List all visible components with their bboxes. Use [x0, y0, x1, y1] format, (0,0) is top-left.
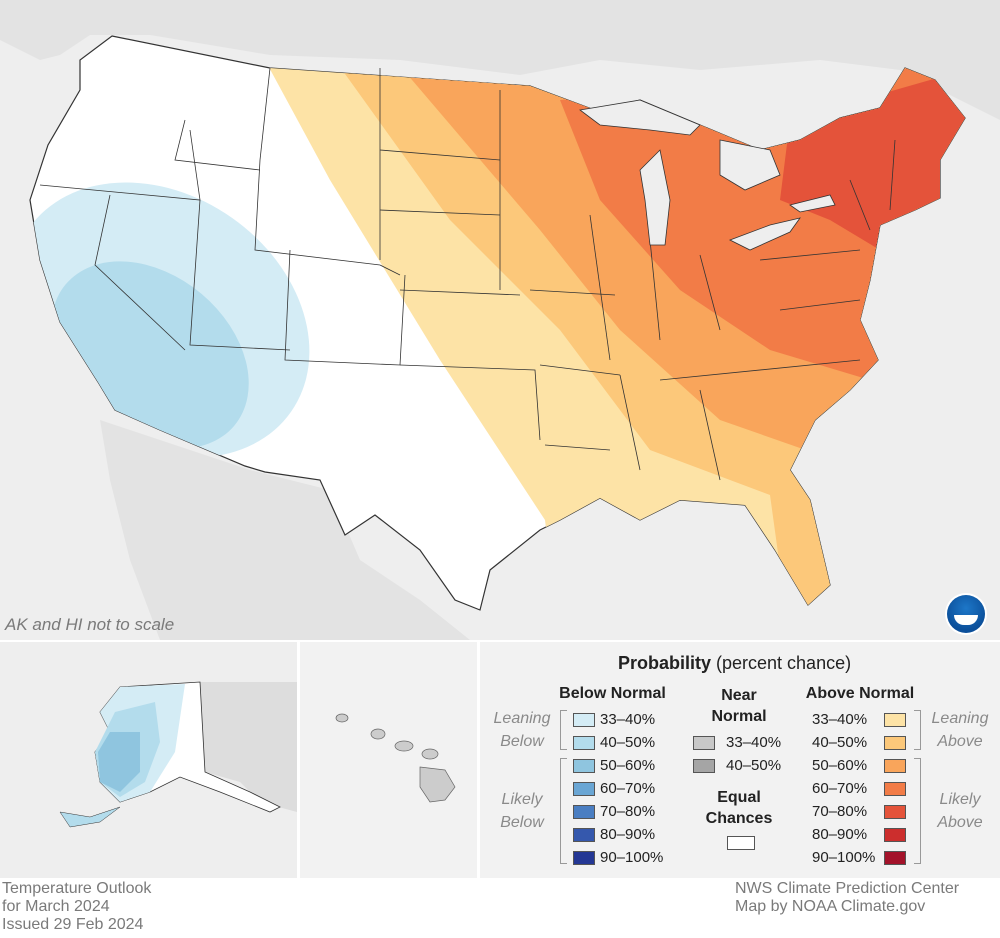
below-normal-swatch: [573, 782, 595, 796]
above-normal-swatch: [884, 782, 906, 796]
below-normal-label: 60–70%: [600, 780, 656, 797]
equal-chances-swatch: [727, 836, 755, 850]
above-normal-label: 90–100%: [812, 849, 876, 866]
likely-below-bracket: [560, 758, 567, 864]
below-normal-label: 90–100%: [600, 849, 664, 866]
likely-above-bracket: [914, 758, 921, 864]
panel-divider: [477, 640, 480, 878]
conus-outlook-map: [0, 0, 1000, 640]
likely-above-label: Likely Above: [937, 791, 983, 831]
below-normal-swatch: [573, 713, 595, 727]
near-normal-label: 40–50%: [726, 757, 782, 774]
near-normal-heading: Near Normal: [711, 687, 767, 725]
below-normal-label: 70–80%: [600, 803, 656, 820]
above-normal-label: 80–90%: [812, 826, 868, 843]
footer-title: Temperature Outlook: [2, 880, 152, 897]
below-normal-swatch: [573, 759, 595, 773]
leaning-above-label: Leaning Above: [931, 710, 989, 750]
below-normal-swatch: [573, 828, 595, 842]
above-normal-label: 33–40%: [812, 711, 868, 728]
legend-title-rest: (percent chance): [711, 653, 852, 673]
equal-chances-heading: Equal Chances: [705, 789, 773, 827]
footer-right: NWS Climate Prediction Center Map by NOA…: [735, 880, 959, 916]
footer-issued: Issued 29 Feb 2024: [2, 916, 144, 933]
above-normal-heading: Above Normal: [805, 685, 915, 702]
near-normal-swatch: [693, 736, 715, 750]
footer-period: for March 2024: [2, 898, 110, 915]
footer-source: NWS Climate Prediction Center: [735, 880, 960, 897]
above-normal-swatch: [884, 828, 906, 842]
legend-title: Probability (percent chance): [618, 653, 851, 674]
scale-note: AK and HI not to scale: [5, 615, 175, 634]
above-normal-label: 70–80%: [812, 803, 868, 820]
below-normal-heading: Below Normal: [559, 685, 666, 702]
below-normal-swatch: [573, 851, 595, 865]
below-normal-label: 50–60%: [600, 757, 656, 774]
alaska-inset: [0, 642, 297, 878]
above-normal-swatch: [884, 851, 906, 865]
above-normal-swatch: [884, 805, 906, 819]
below-normal-label: 33–40%: [600, 711, 656, 728]
leaning-above-bracket: [914, 710, 921, 750]
above-normal-label: 60–70%: [812, 780, 868, 797]
near-normal-label: 33–40%: [726, 734, 782, 751]
near-normal-swatch: [693, 759, 715, 773]
likely-below-label: Likely Below: [500, 791, 544, 831]
conus-map-panel: AK and HI not to scale: [0, 0, 1000, 640]
hawaii-inset: [300, 642, 477, 878]
leaning-below-label: Leaning Below: [493, 710, 551, 750]
leaning-below-bracket: [560, 710, 567, 750]
below-normal-swatch: [573, 805, 595, 819]
footer-left: Temperature Outlook for March 2024 Issue…: [2, 880, 151, 934]
hawaii-map: [335, 713, 456, 803]
panel-divider: [297, 640, 300, 878]
above-normal-swatch: [884, 713, 906, 727]
noaa-logo-icon: [947, 595, 985, 633]
below-normal-label: 40–50%: [600, 734, 656, 751]
alaska-map: [0, 642, 297, 878]
below-normal-swatch: [573, 736, 595, 750]
above-normal-label: 50–60%: [812, 757, 868, 774]
panel-divider: [0, 640, 1000, 642]
above-normal-swatch: [884, 759, 906, 773]
footer-credit: Map by NOAA Climate.gov: [735, 898, 926, 915]
above-normal-label: 40–50%: [812, 734, 868, 751]
below-normal-label: 80–90%: [600, 826, 656, 843]
legend-title-bold: Probability: [618, 653, 712, 673]
above-normal-swatch: [884, 736, 906, 750]
